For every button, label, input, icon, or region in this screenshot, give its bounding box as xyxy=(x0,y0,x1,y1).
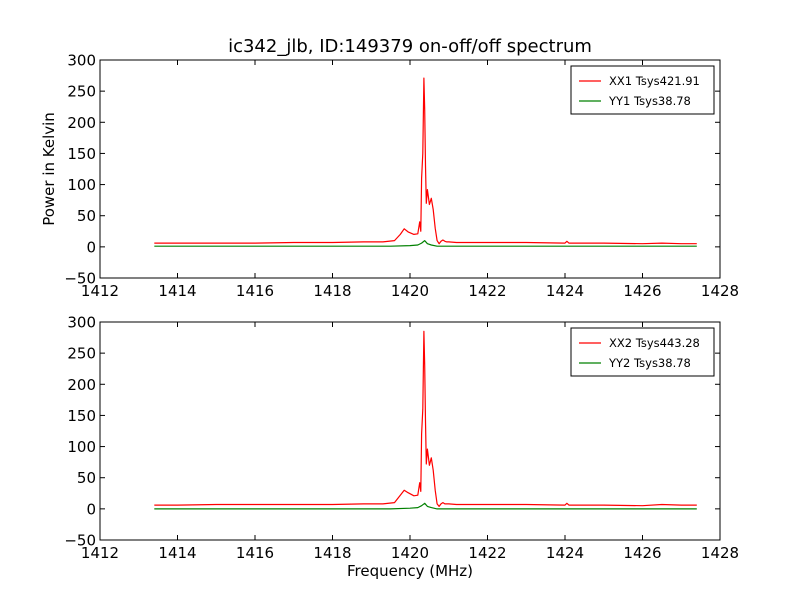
y-tick-label: 200 xyxy=(67,114,96,132)
y-axis-label: Power in Kelvin xyxy=(40,112,58,226)
x-tick-label: 1422 xyxy=(468,544,506,562)
y-tick-label: 300 xyxy=(67,314,96,332)
series-line-yy1 xyxy=(154,240,697,247)
series-line-xx2 xyxy=(154,330,697,507)
y-tick-label: 250 xyxy=(67,345,96,363)
y-tick-label: 200 xyxy=(67,376,96,394)
y-tick-label: 50 xyxy=(77,469,96,487)
x-tick-label: 1414 xyxy=(158,544,196,562)
top-panel: 1412 1414 1416 1418 1420 1422 1424 1426 1428 −50 0… xyxy=(64,52,739,301)
y-tick-label: 50 xyxy=(77,207,96,225)
y-tick-label: 100 xyxy=(67,438,96,456)
bottom-panel: 1412 1414 1416 1418 1420 1422 1424 1426 1428 −50 0… xyxy=(64,314,739,563)
x-tick-label: 1424 xyxy=(546,544,584,562)
x-tick-label: 1424 xyxy=(546,282,584,300)
y-tick-label: 150 xyxy=(67,145,96,163)
legend: XX1 Tsys421.91 YY1 Tsys38.78 xyxy=(570,65,715,115)
x-tick-label: 1420 xyxy=(391,282,429,300)
y-tick-label: 250 xyxy=(67,83,96,101)
y-tick-label: 0 xyxy=(86,238,96,256)
x-tick-label: 1428 xyxy=(701,544,739,562)
legend-entry: YY2 Tsys38.78 xyxy=(608,356,691,370)
x-axis-label: Frequency (MHz) xyxy=(347,562,473,580)
legend-box xyxy=(570,327,715,377)
y-tick-label: 100 xyxy=(67,176,96,194)
x-tick-label: 1414 xyxy=(158,282,196,300)
y-tick-label: 0 xyxy=(86,500,96,518)
y-tick-label: −50 xyxy=(64,270,96,288)
x-tick-label: 1416 xyxy=(236,544,274,562)
legend-box xyxy=(570,65,715,115)
legend-entry: XX2 Tsys443.28 xyxy=(609,336,700,350)
x-tick-label: 1418 xyxy=(313,282,351,300)
series-line-xx1 xyxy=(154,77,697,245)
x-tick-label: 1416 xyxy=(236,282,274,300)
legend-entry: XX1 Tsys421.91 xyxy=(609,74,700,88)
x-tick-label: 1420 xyxy=(391,544,429,562)
series-line-yy2 xyxy=(154,502,697,510)
y-tick-label: −50 xyxy=(64,532,96,550)
y-tick-label: 150 xyxy=(67,407,96,425)
plot-frame xyxy=(99,321,721,541)
x-tick-label: 1426 xyxy=(623,282,661,300)
plot-frame xyxy=(99,59,721,279)
x-tick-label: 1426 xyxy=(623,544,661,562)
x-tick-label: 1418 xyxy=(313,544,351,562)
y-tick-label: 300 xyxy=(67,52,96,70)
x-tick-label: 1422 xyxy=(468,282,506,300)
x-tick-label: 1412 xyxy=(81,544,119,562)
x-tick-label: 1428 xyxy=(701,282,739,300)
x-tick-label: 1412 xyxy=(81,282,119,300)
legend: XX2 Tsys443.28 YY2 Tsys38.78 xyxy=(570,327,715,377)
legend-entry: YY1 Tsys38.78 xyxy=(608,94,691,108)
chart-title: ic342_jlb, ID:149379 on-off/off spectrum xyxy=(228,36,592,57)
